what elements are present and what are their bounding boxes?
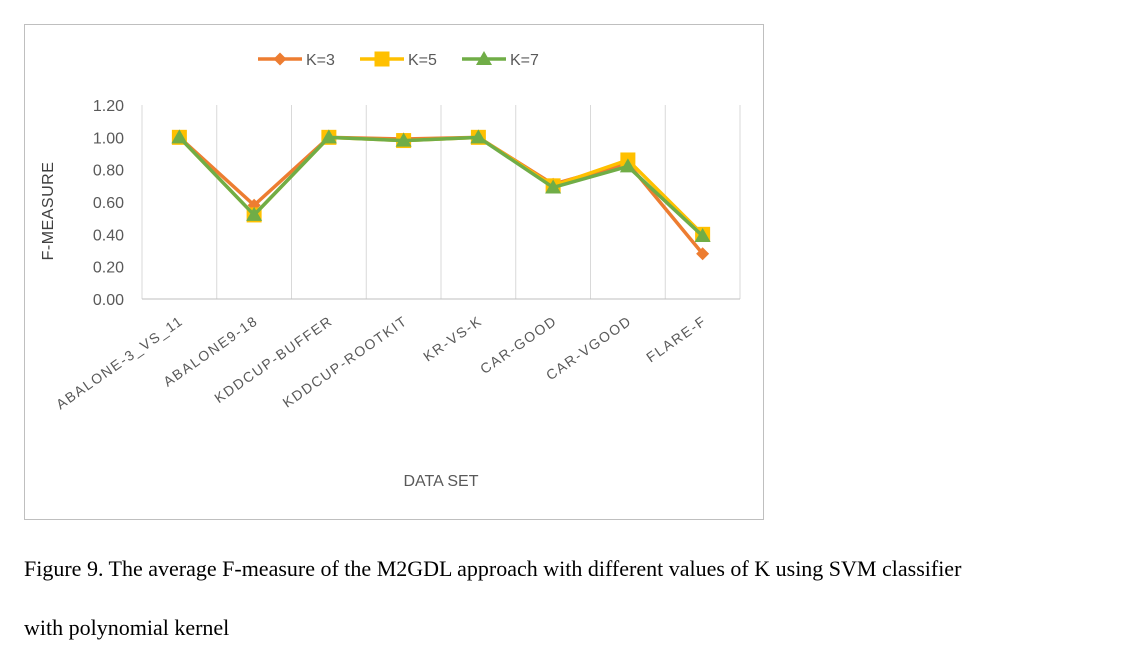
x-tick-label: FLARE-F — [643, 312, 709, 365]
y-tick-label: 1.00 — [93, 130, 124, 147]
data-point-marker — [470, 129, 487, 144]
legend-label: K=5 — [408, 52, 437, 69]
legend: K=3 K=5 K=7 — [258, 51, 539, 69]
data-point-marker — [694, 227, 711, 242]
data-point-marker — [395, 132, 412, 147]
y-tick-label: 0.60 — [93, 195, 124, 212]
gridlines — [141, 105, 741, 299]
legend-marker — [374, 51, 390, 67]
series-lines — [171, 129, 711, 261]
x-axis-title: DATA SET — [404, 473, 479, 490]
y-tick-label: 1.20 — [93, 98, 124, 115]
figure-caption-line-1: Figure 9. The average F-measure of the M… — [24, 556, 962, 581]
legend-label: K=3 — [306, 52, 335, 69]
x-tick-label: KDDCUP-ROOTKIT — [280, 312, 411, 410]
x-tick-label: KR-VS-K — [420, 312, 485, 364]
figure-caption-line-2: with polynomial kernel — [24, 615, 230, 640]
legend-label: K=7 — [510, 52, 539, 69]
tick-labels: 0.00 0.20 0.40 0.60 0.80 1.00 1.20 ABALONE-3_VS… — [53, 98, 709, 412]
y-tick-label: 0.40 — [93, 227, 124, 244]
x-tick-label: ABALONE-3_VS_11 — [53, 312, 186, 412]
y-tick-label: 0.00 — [93, 292, 124, 309]
data-point-marker — [619, 158, 636, 173]
data-point-marker — [246, 206, 263, 221]
legend-marker — [273, 52, 287, 66]
data-point-marker — [545, 179, 562, 194]
data-point-marker — [171, 129, 188, 144]
line-chart: 0.00 0.20 0.40 0.60 0.80 1.00 1.20 ABALONE-3_VS… — [40, 51, 741, 490]
y-tick-label: 0.20 — [93, 260, 124, 277]
data-point-marker — [320, 129, 337, 144]
data-point-marker — [696, 247, 710, 261]
y-axis-title: F-MEASURE — [40, 162, 57, 261]
y-tick-label: 0.80 — [93, 163, 124, 180]
chart-frame: 0.00 0.20 0.40 0.60 0.80 1.00 1.20 ABALONE-3_VS… — [24, 24, 764, 520]
legend-marker — [476, 51, 492, 65]
series-line-k7 — [178, 135, 704, 238]
